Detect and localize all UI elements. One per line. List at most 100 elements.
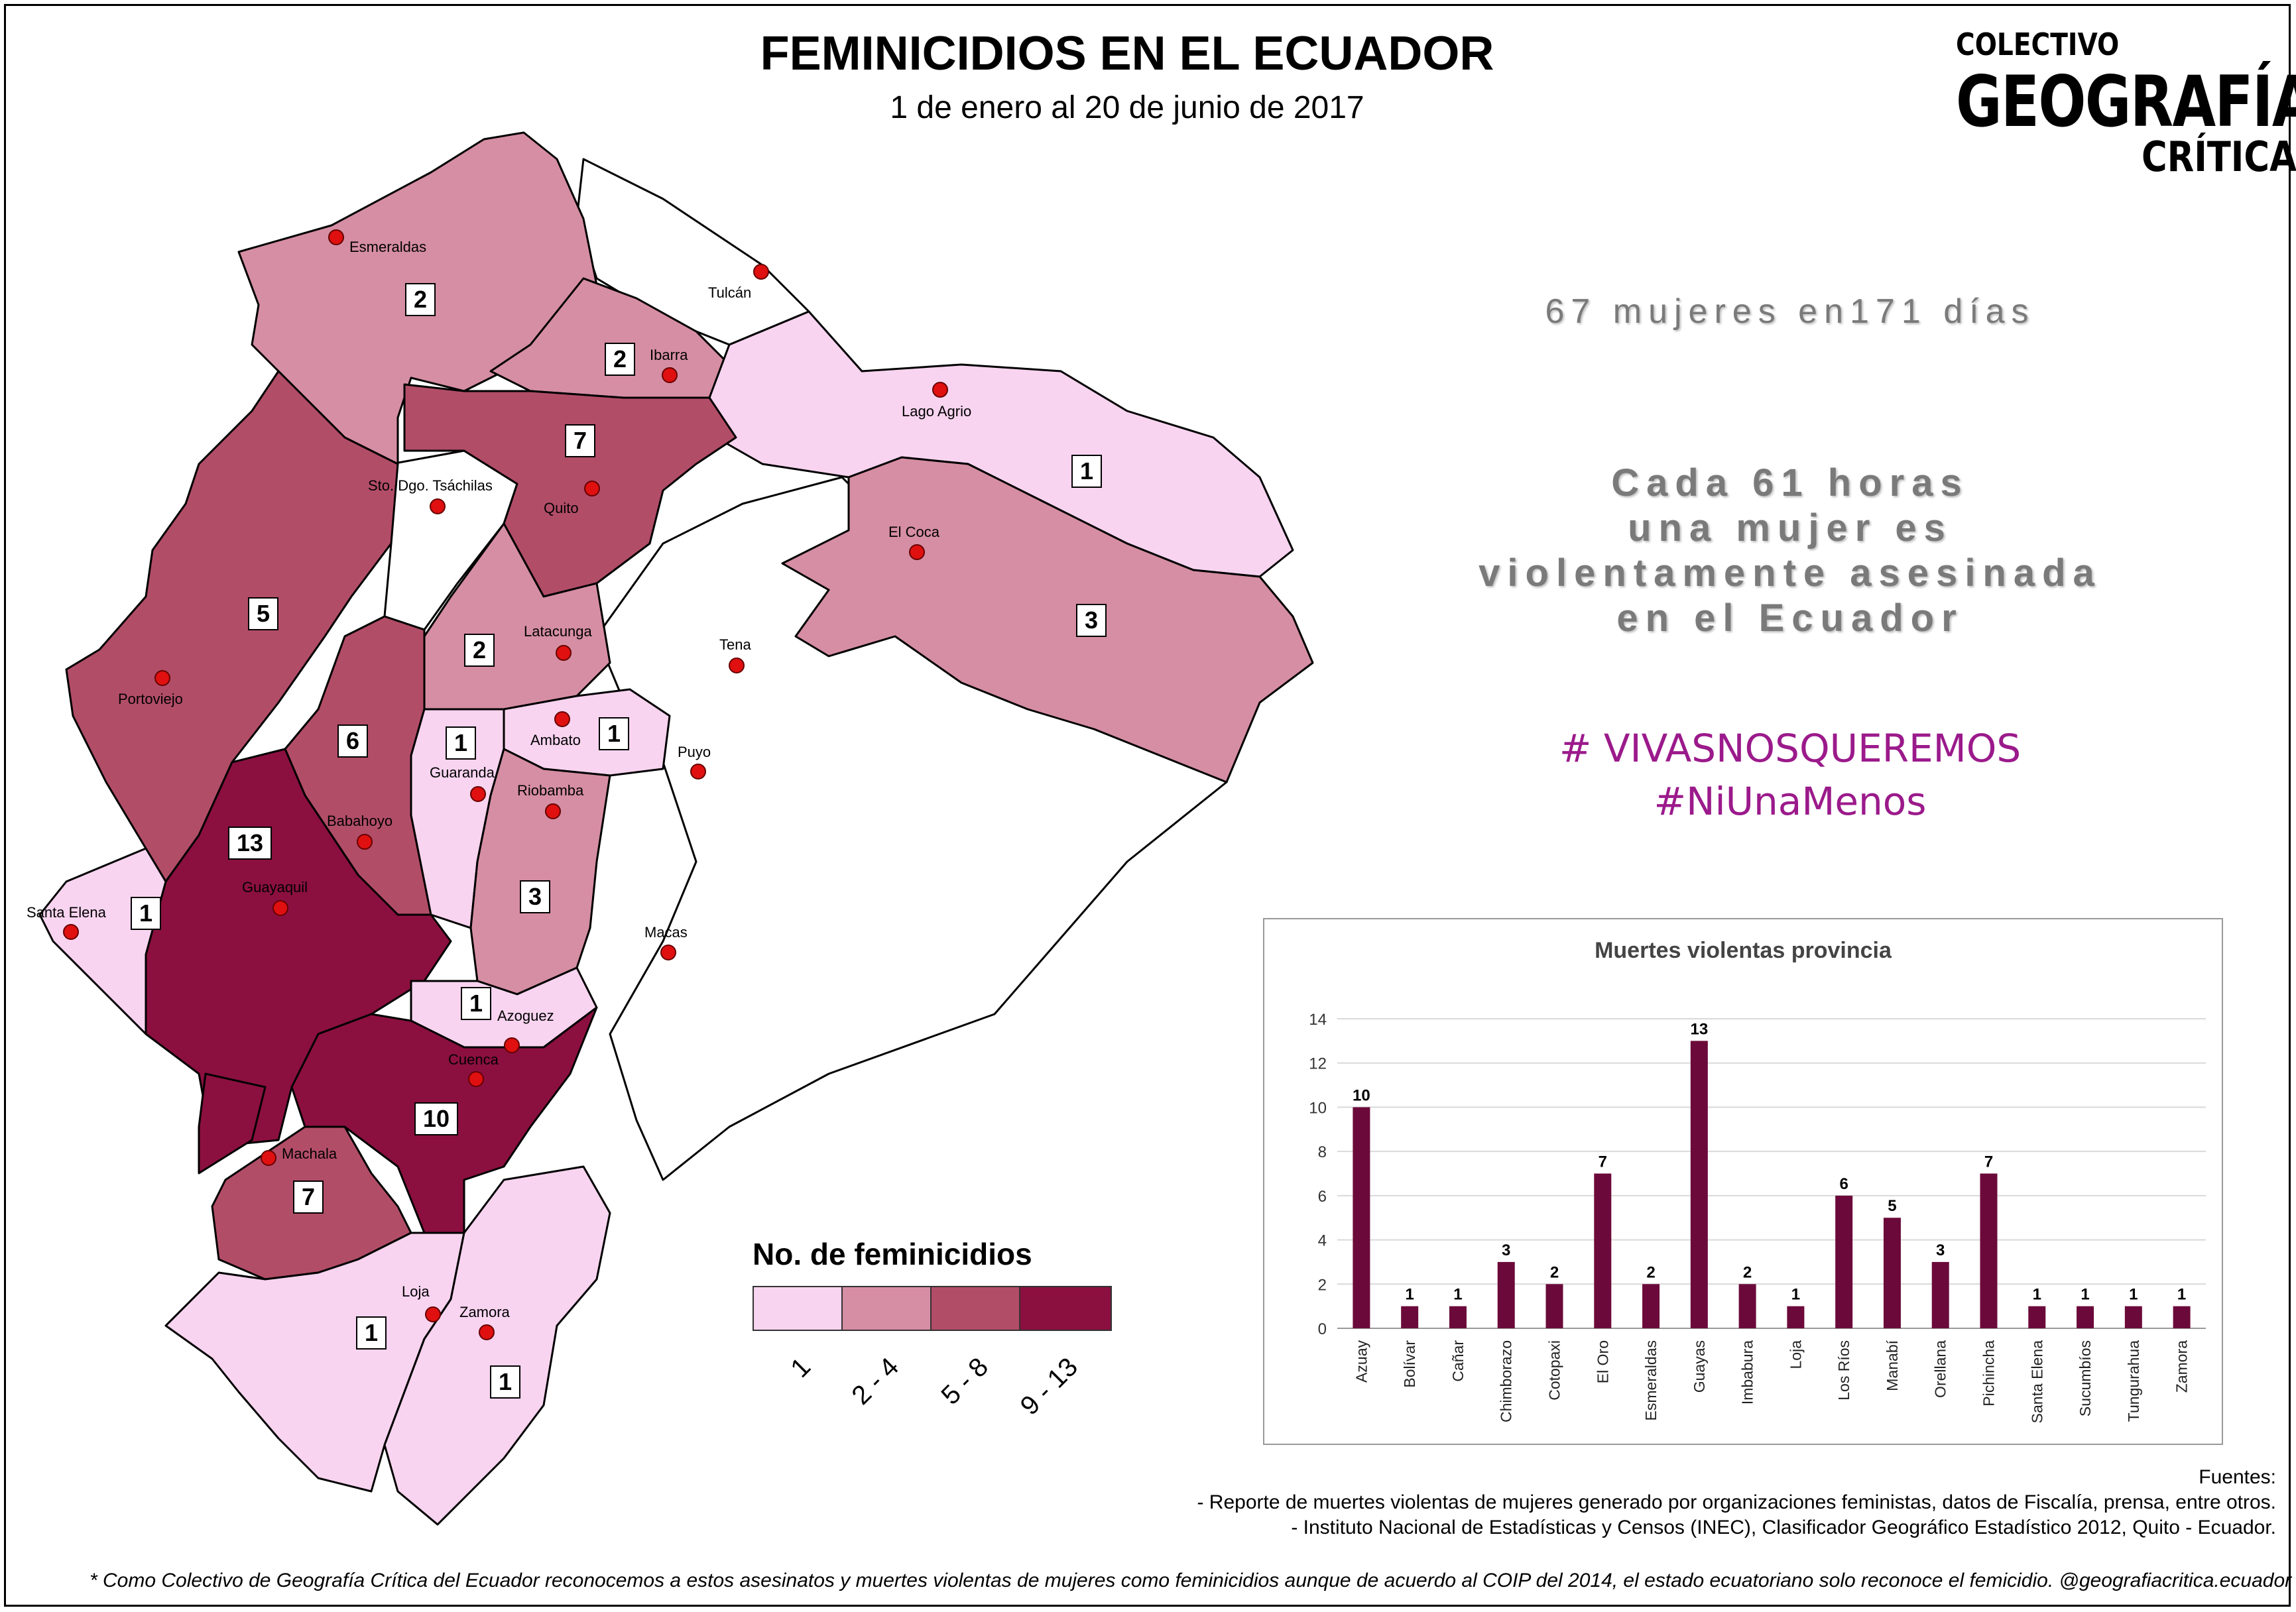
- legend-swatch-2: [841, 1286, 932, 1331]
- count-box-santaelena: 1: [131, 897, 161, 930]
- svg-text:5: 5: [257, 600, 270, 627]
- hashtag-niunamenos: #NiUnaMenos: [1654, 779, 1927, 824]
- svg-text:7: 7: [302, 1183, 315, 1210]
- svg-text:6: 6: [346, 727, 359, 754]
- svg-text:Cuenca: Cuenca: [448, 1051, 499, 1068]
- bar-data-label: 1: [1453, 1286, 1462, 1304]
- bar: [1642, 1284, 1660, 1328]
- count-box-eloro: 7: [293, 1180, 324, 1214]
- bar: [1545, 1284, 1563, 1328]
- bar: [2077, 1306, 2094, 1328]
- city-zamora: Zamora: [459, 1304, 511, 1340]
- svg-text:Tulcán: Tulcán: [708, 284, 751, 301]
- svg-text:Portoviejo: Portoviejo: [118, 691, 183, 707]
- count-box-tungurahua: 1: [599, 717, 629, 750]
- footnote: * Como Colectivo de Geografía Crítica de…: [90, 1570, 2292, 1591]
- bar: [1931, 1261, 1949, 1328]
- bar-data-label: 3: [1502, 1241, 1510, 1259]
- bar-data-label: 5: [1888, 1197, 1896, 1215]
- bar-data-label: 2: [1550, 1263, 1559, 1281]
- svg-text:El Coca: El Coca: [888, 524, 940, 540]
- city-ibarra: Ibarra: [650, 347, 688, 383]
- city-esmeraldas: Esmeraldas: [328, 229, 426, 255]
- x-tick-label: Imbabura: [1739, 1340, 1756, 1405]
- x-tick-label: Zamora: [2173, 1340, 2191, 1393]
- bar-data-label: 2: [1646, 1263, 1655, 1281]
- bar-data-label: 1: [1791, 1286, 1800, 1304]
- x-tick-label: Loja: [1787, 1340, 1804, 1369]
- svg-text:Zamora: Zamora: [459, 1304, 511, 1320]
- bar: [1353, 1107, 1370, 1328]
- bar-data-label: 13: [1690, 1020, 1708, 1038]
- svg-text:Esmeraldas: Esmeraldas: [349, 239, 426, 255]
- count-box-zamora: 1: [490, 1365, 520, 1399]
- island-puna: [198, 1072, 267, 1175]
- svg-text:1: 1: [607, 720, 621, 747]
- x-tick-label: Sucumbíos: [2077, 1340, 2094, 1416]
- count-box-guayas: 13: [228, 827, 272, 860]
- hashtag-vivas: # VIVASNOSQUEREMOS: [1559, 726, 2022, 771]
- svg-text:1: 1: [365, 1319, 378, 1346]
- stat-hours-line: en el Ecuador: [1616, 597, 1964, 640]
- stat-hours: Cada 61 horas una mujer es violentamente…: [1359, 461, 2221, 641]
- sources: Fuentes: - Reporte de muertes violentas …: [1197, 1465, 2276, 1540]
- bar: [1738, 1284, 1756, 1328]
- count-box-losrios: 6: [337, 724, 368, 758]
- y-tick-label: 14: [1309, 1011, 1327, 1029]
- bar-data-label: 7: [1599, 1153, 1607, 1171]
- y-tick-label: 4: [1318, 1232, 1327, 1250]
- province-pichincha: [403, 383, 737, 598]
- bar-data-label: 10: [1353, 1086, 1370, 1104]
- x-tick-label: Cañar: [1449, 1340, 1467, 1382]
- x-tick-label: El Oro: [1594, 1340, 1611, 1383]
- city-riobamba: Riobamba: [517, 782, 584, 819]
- x-tick-label: Cotopaxi: [1546, 1340, 1563, 1401]
- svg-text:Sto. Dgo. Tsáchilas: Sto. Dgo. Tsáchilas: [368, 477, 493, 494]
- y-tick-label: 8: [1318, 1143, 1327, 1161]
- province-santaelena: [38, 847, 167, 1035]
- count-box-bolivar: 1: [446, 726, 476, 760]
- svg-text:2: 2: [613, 345, 627, 373]
- svg-text:Ambato: Ambato: [530, 732, 581, 748]
- x-tick-label: Los Ríos: [1835, 1340, 1852, 1401]
- city-markers: Esmeraldas Tulcán Ibarra Lago Agrio Sto.…: [27, 229, 971, 1340]
- count-box-azuay: 10: [414, 1102, 458, 1135]
- count-box-orellana: 3: [1076, 604, 1107, 637]
- bar: [2028, 1306, 2046, 1328]
- bar-data-label: 6: [1839, 1175, 1848, 1193]
- count-box-imbabura: 2: [605, 343, 635, 376]
- city-tena: Tena: [719, 636, 751, 673]
- count-box-chimborazo: 3: [520, 880, 550, 913]
- bar: [1787, 1306, 1805, 1328]
- province-counts: 2 2 7 1 3 5 2 1 1 6 13 1 3 1 10 7 1 1: [131, 283, 1107, 1399]
- city-santaelena: Santa Elena: [27, 904, 107, 940]
- city-elcoca: El Coca: [888, 524, 940, 560]
- city-ambato: Ambato: [530, 711, 581, 748]
- bar: [1401, 1306, 1419, 1328]
- svg-text:1: 1: [454, 729, 467, 756]
- bar-data-label: 1: [2129, 1286, 2138, 1304]
- stat-days: 67 mujeres en171 días: [1545, 292, 2035, 331]
- svg-text:Azoguez: Azoguez: [497, 1008, 554, 1024]
- svg-text:1: 1: [139, 899, 152, 927]
- svg-text:2: 2: [414, 286, 427, 313]
- svg-text:Machala: Machala: [282, 1145, 337, 1162]
- svg-text:Guayaquil: Guayaquil: [242, 879, 308, 895]
- count-box-pichincha: 7: [565, 424, 595, 457]
- svg-text:3: 3: [528, 883, 542, 910]
- svg-text:3: 3: [1085, 606, 1098, 634]
- logo-line-2: GEOGRAFÍA: [1956, 61, 2296, 143]
- bar: [2124, 1306, 2142, 1328]
- city-lagoagrio: Lago Agrio: [902, 382, 971, 420]
- y-tick-label: 2: [1318, 1276, 1327, 1294]
- city-cuenca: Cuenca: [448, 1051, 499, 1087]
- count-box-esmeraldas: 2: [405, 283, 436, 316]
- city-portoviejo: Portoviejo: [118, 670, 183, 707]
- city-loja: Loja: [402, 1283, 441, 1322]
- x-tick-label: Santa Elena: [2028, 1340, 2045, 1424]
- bar-data-label: 1: [2177, 1286, 2186, 1304]
- x-tick-label: Pichincha: [1980, 1340, 1998, 1407]
- bar-chart: Muertes violentas provincia 02468101214 …: [1309, 938, 2206, 1424]
- legend-swatch-4: [1019, 1286, 1112, 1331]
- logo: COLECTIVO GEOGRAFÍA CRÍTICA: [1956, 27, 2296, 181]
